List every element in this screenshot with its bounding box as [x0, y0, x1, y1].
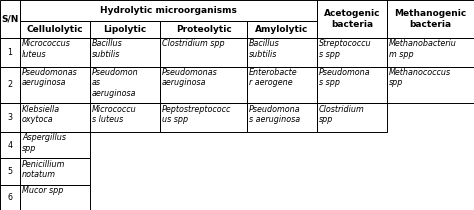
Text: Penicillium
notatum: Penicillium notatum: [22, 160, 65, 179]
Bar: [20, 103, 90, 132]
Bar: [160, 38, 247, 67]
Bar: [20, 185, 90, 210]
Bar: [160, 103, 247, 132]
Bar: [90, 103, 160, 132]
Bar: [20, 67, 90, 103]
Bar: [20, 38, 90, 67]
Bar: [90, 67, 160, 103]
Text: Lipolytic: Lipolytic: [104, 25, 147, 34]
Bar: [0, 185, 20, 210]
Text: Amylolytic: Amylolytic: [255, 25, 309, 34]
Text: Bacillus
subtilis: Bacillus subtilis: [249, 39, 280, 59]
Text: Mucor spp: Mucor spp: [22, 186, 64, 195]
Bar: [0, 67, 20, 103]
Text: Streptococcu
s spp: Streptococcu s spp: [319, 39, 372, 59]
Text: Pseudomona
s aeruginosa: Pseudomona s aeruginosa: [249, 105, 301, 124]
Bar: [20, 132, 90, 158]
Text: Peptostreptococc
us spp: Peptostreptococc us spp: [162, 105, 231, 124]
Bar: [247, 21, 317, 38]
Bar: [387, 0, 474, 38]
Text: 5: 5: [8, 167, 13, 176]
Text: Methanogenic
bacteria: Methanogenic bacteria: [394, 9, 467, 29]
Bar: [247, 103, 317, 132]
Bar: [317, 67, 387, 103]
Text: 2: 2: [8, 80, 13, 89]
Bar: [317, 38, 387, 67]
Bar: [20, 21, 90, 38]
Bar: [247, 38, 317, 67]
Text: Clostridium spp: Clostridium spp: [162, 39, 225, 48]
Bar: [0, 132, 20, 158]
Text: Aspergillus
spp: Aspergillus spp: [22, 133, 66, 153]
Text: Acetogenic
bacteria: Acetogenic bacteria: [324, 9, 381, 29]
Bar: [247, 67, 317, 103]
Bar: [20, 0, 317, 21]
Text: Pseudomona
s spp: Pseudomona s spp: [319, 68, 371, 87]
Text: 3: 3: [8, 113, 13, 122]
Text: 4: 4: [8, 141, 13, 150]
Bar: [20, 158, 90, 185]
Text: Klebsiella
oxytoca: Klebsiella oxytoca: [22, 105, 60, 124]
Bar: [160, 67, 247, 103]
Text: Enterobacte
r aerogene: Enterobacte r aerogene: [249, 68, 298, 87]
Bar: [317, 0, 387, 38]
Bar: [0, 158, 20, 185]
Bar: [160, 21, 247, 38]
Text: Bacillus
subtilis: Bacillus subtilis: [92, 39, 123, 59]
Text: Pseudomonas
aeruginosa: Pseudomonas aeruginosa: [162, 68, 218, 87]
Text: Proteolytic: Proteolytic: [176, 25, 231, 34]
Bar: [0, 38, 20, 67]
Text: Pseudomon
as
aeruginosa: Pseudomon as aeruginosa: [92, 68, 139, 98]
Bar: [317, 103, 387, 132]
Text: Micrococcu
s luteus: Micrococcu s luteus: [92, 105, 137, 124]
Bar: [387, 38, 474, 67]
Text: Methanobacteriu
m spp: Methanobacteriu m spp: [389, 39, 457, 59]
Text: Pseudomonas
aeruginosa: Pseudomonas aeruginosa: [22, 68, 78, 87]
Bar: [0, 103, 20, 132]
Text: Clostridium
spp: Clostridium spp: [319, 105, 365, 124]
Text: 6: 6: [8, 193, 13, 202]
Text: Hydrolytic microorganisms: Hydrolytic microorganisms: [100, 6, 237, 15]
Bar: [90, 38, 160, 67]
Text: S/N: S/N: [1, 14, 19, 24]
Text: Cellulolytic: Cellulolytic: [27, 25, 83, 34]
Bar: [0, 0, 20, 38]
Text: Methanococcus
spp: Methanococcus spp: [389, 68, 451, 87]
Text: 1: 1: [8, 48, 13, 57]
Text: Micrococcus
luteus: Micrococcus luteus: [22, 39, 71, 59]
Bar: [387, 67, 474, 103]
Bar: [90, 21, 160, 38]
